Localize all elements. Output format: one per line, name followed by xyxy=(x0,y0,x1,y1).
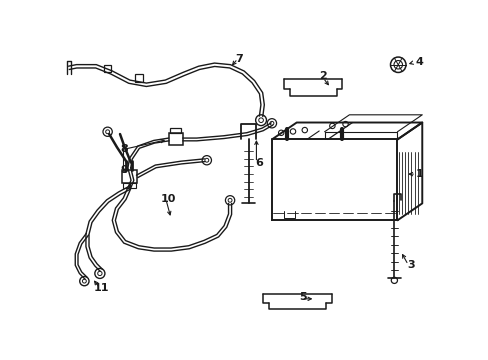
Bar xyxy=(168,133,183,145)
Bar xyxy=(103,65,111,72)
Text: 10: 10 xyxy=(160,194,175,204)
Bar xyxy=(130,183,135,188)
Text: 2: 2 xyxy=(319,71,326,81)
Bar xyxy=(123,183,128,188)
Text: 1: 1 xyxy=(414,169,422,179)
Text: 5: 5 xyxy=(299,292,306,302)
Bar xyxy=(122,170,137,183)
Text: 6: 6 xyxy=(254,158,262,167)
Bar xyxy=(135,74,142,82)
Text: 8: 8 xyxy=(121,144,128,154)
Text: 11: 11 xyxy=(94,283,109,293)
Text: 7: 7 xyxy=(235,54,243,64)
Text: 9: 9 xyxy=(121,165,128,175)
Text: 4: 4 xyxy=(414,58,422,67)
Bar xyxy=(170,128,181,133)
Text: 3: 3 xyxy=(407,260,414,270)
